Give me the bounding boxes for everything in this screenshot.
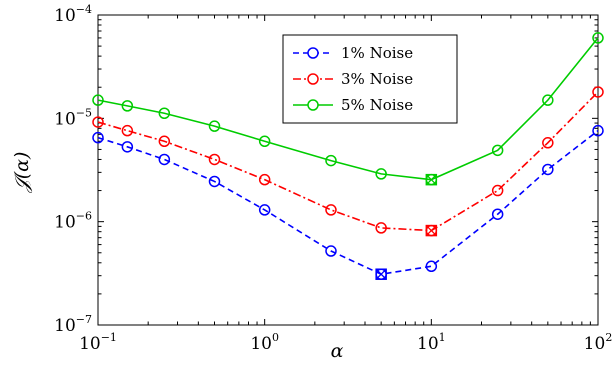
y-tick-label: 10−6	[54, 210, 92, 233]
axis-ticks	[97, 14, 599, 326]
data-point	[258, 173, 271, 186]
series-line	[97, 130, 599, 276]
data-point	[208, 120, 221, 132]
data-point	[121, 141, 134, 153]
data-point	[92, 131, 104, 144]
data-point	[121, 124, 134, 137]
series-layer	[92, 32, 604, 280]
minimum-cross	[425, 174, 437, 186]
data-point	[158, 107, 171, 119]
series-line	[97, 91, 599, 232]
minimum-box	[375, 268, 387, 280]
y-tick-label: 10−7	[54, 313, 92, 336]
data-point	[208, 175, 221, 188]
data-point	[491, 208, 504, 220]
data-point	[158, 135, 171, 148]
minimum-box	[425, 224, 438, 237]
data-point	[325, 245, 337, 257]
minimum-marker	[375, 268, 387, 280]
x-axis-label: α	[331, 340, 344, 362]
data-point	[258, 204, 271, 216]
legend-swatch-marker	[307, 99, 319, 111]
legend: 1% Noise 3% Noise 5% Noise	[282, 34, 458, 124]
x-tick-label: 100	[250, 331, 279, 354]
legend-swatch-marker	[307, 47, 319, 59]
data-point	[542, 163, 554, 176]
data-point	[542, 137, 554, 149]
data-point	[491, 184, 504, 197]
series-line	[97, 37, 599, 181]
minimum-cross	[425, 225, 437, 237]
data-point	[592, 86, 604, 98]
y-tick-label: 10−4	[54, 3, 92, 26]
data-point	[425, 260, 438, 273]
data-point	[592, 32, 604, 44]
minimum-marker	[425, 224, 438, 237]
data-point	[375, 168, 387, 180]
x-tick-label: 10−1	[79, 331, 117, 354]
data-point	[542, 94, 554, 106]
data-point	[325, 154, 337, 167]
data-point	[158, 153, 171, 166]
y-axis-label: 𝒥(α)	[11, 152, 33, 194]
legend-swatch-marker	[307, 73, 319, 85]
minimum-box	[425, 173, 438, 186]
minimum-marker	[425, 173, 438, 186]
data-point	[258, 135, 271, 148]
x-tick-label: 101	[417, 331, 446, 354]
series-3	[92, 32, 604, 186]
data-point	[92, 94, 104, 106]
data-point	[592, 124, 604, 137]
legend-label: 1% Noise	[341, 44, 413, 62]
data-point	[375, 222, 387, 234]
axis-tick-labels: 10−1 100 101 102 10−7 10−6 10−5 10−4	[54, 3, 612, 354]
legend-entry: 5% Noise	[293, 96, 413, 114]
data-point	[121, 100, 134, 112]
data-point	[92, 116, 104, 128]
legend-entry: 1% Noise	[293, 44, 413, 62]
minimum-cross	[375, 268, 387, 280]
y-tick-label: 10−5	[54, 106, 92, 129]
legend-entry: 3% Noise	[293, 70, 413, 88]
data-point	[491, 144, 504, 157]
legend-label: 3% Noise	[341, 70, 413, 88]
series-2	[92, 86, 604, 237]
legend-label: 5% Noise	[341, 96, 413, 114]
x-tick-label: 102	[584, 331, 612, 354]
data-point	[208, 153, 221, 166]
series-1	[92, 124, 604, 280]
data-point	[325, 204, 337, 216]
